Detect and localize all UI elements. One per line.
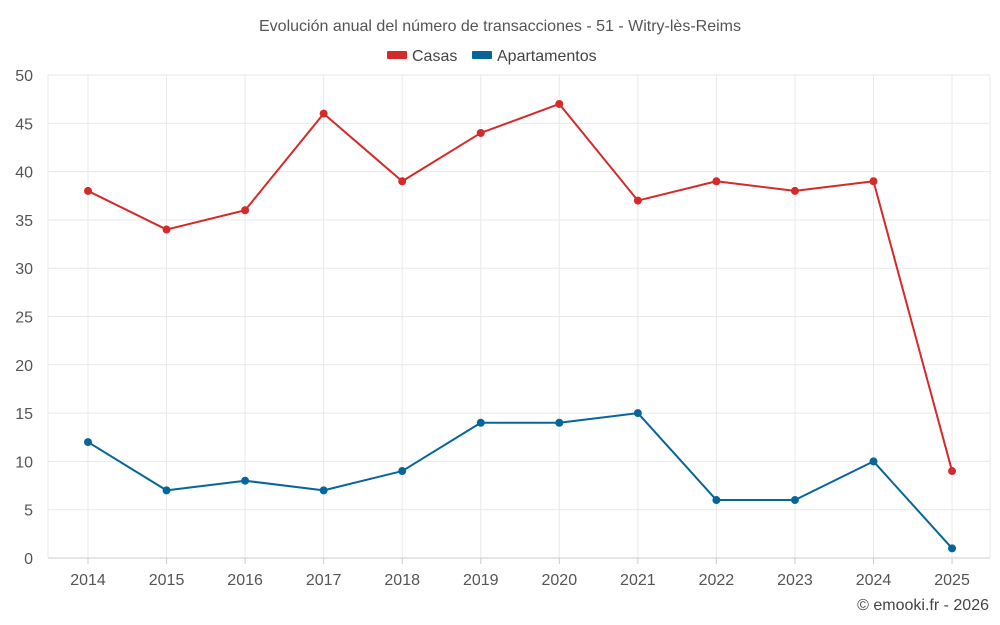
x-tick-label: 2021 bbox=[620, 572, 656, 589]
legend-label-apartamentos: Apartamentos bbox=[497, 48, 597, 65]
grid bbox=[47, 74, 991, 558]
data-point-casas[interactable] bbox=[555, 99, 564, 108]
credit-text: © emooki.fr - 2026 bbox=[857, 597, 989, 614]
x-tick-label: 2023 bbox=[777, 572, 813, 589]
data-point-casas[interactable] bbox=[869, 177, 878, 186]
data-point-apartamentos[interactable] bbox=[790, 496, 799, 505]
data-point-casas[interactable] bbox=[712, 177, 721, 186]
chart-title: Evolución anual del número de transaccio… bbox=[259, 18, 741, 35]
x-tick-label: 2014 bbox=[70, 572, 106, 589]
data-point-casas[interactable] bbox=[398, 177, 407, 186]
legend-label-casas: Casas bbox=[412, 48, 457, 65]
y-tick-label: 15 bbox=[15, 406, 33, 423]
y-tick-label: 20 bbox=[15, 358, 33, 375]
legend-swatch-apartamentos bbox=[472, 51, 492, 59]
x-tick-label: 2025 bbox=[934, 572, 970, 589]
y-tick-label: 30 bbox=[15, 261, 33, 278]
y-tick-label: 45 bbox=[15, 116, 33, 133]
y-tick-label: 5 bbox=[24, 503, 33, 520]
series-line-casas bbox=[87, 102, 954, 472]
y-tick-label: 50 bbox=[15, 68, 33, 85]
data-point-casas[interactable] bbox=[162, 225, 171, 234]
y-tick-label: 10 bbox=[15, 454, 33, 471]
data-point-apartamentos[interactable] bbox=[633, 409, 642, 418]
data-point-casas[interactable] bbox=[319, 109, 328, 118]
legend-swatch-casas bbox=[387, 51, 407, 59]
y-tick-label: 40 bbox=[15, 165, 33, 182]
x-tick-label: 2017 bbox=[306, 572, 342, 589]
data-point-casas[interactable] bbox=[948, 467, 957, 476]
y-tick-label: 35 bbox=[15, 213, 33, 230]
series-line-apartamentos bbox=[87, 412, 953, 550]
y-axis: 0 5 10 15 20 25 30 35 40 45 50 bbox=[15, 68, 33, 568]
data-point-apartamentos[interactable] bbox=[319, 486, 328, 495]
data-point-casas[interactable] bbox=[476, 128, 485, 137]
y-tick-label: 0 bbox=[24, 551, 33, 568]
series-apartamentos bbox=[84, 409, 957, 553]
y-tick-label: 25 bbox=[15, 310, 33, 327]
data-point-casas[interactable] bbox=[790, 186, 799, 195]
data-point-casas[interactable] bbox=[633, 196, 642, 205]
legend: Casas Apartamentos bbox=[387, 48, 597, 65]
data-point-apartamentos[interactable] bbox=[555, 418, 564, 427]
data-point-apartamentos[interactable] bbox=[162, 486, 171, 495]
data-point-apartamentos[interactable] bbox=[241, 476, 250, 485]
x-axis: 2014 2015 2016 2017 2018 2019 2020 2021 2022 2023… bbox=[48, 557, 990, 589]
data-point-apartamentos[interactable] bbox=[712, 496, 721, 505]
x-tick-label: 2024 bbox=[856, 572, 892, 589]
x-tick-label: 2022 bbox=[699, 572, 735, 589]
data-point-apartamentos[interactable] bbox=[398, 467, 407, 476]
x-tick-label: 2019 bbox=[463, 572, 499, 589]
x-tick-label: 2016 bbox=[227, 572, 263, 589]
x-tick-label: 2015 bbox=[149, 572, 185, 589]
data-point-casas[interactable] bbox=[84, 186, 92, 195]
legend-item-apartamentos[interactable]: Apartamentos bbox=[472, 48, 597, 65]
data-point-apartamentos[interactable] bbox=[948, 544, 957, 553]
data-point-casas[interactable] bbox=[241, 206, 250, 215]
x-tick-label: 2020 bbox=[542, 572, 578, 589]
data-point-apartamentos[interactable] bbox=[476, 418, 485, 427]
series-layer bbox=[84, 99, 957, 553]
data-point-apartamentos[interactable] bbox=[869, 457, 878, 466]
x-tick-label: 2018 bbox=[384, 572, 420, 589]
data-point-apartamentos[interactable] bbox=[84, 438, 92, 447]
legend-item-casas[interactable]: Casas bbox=[387, 48, 457, 65]
series-casas bbox=[84, 99, 957, 476]
